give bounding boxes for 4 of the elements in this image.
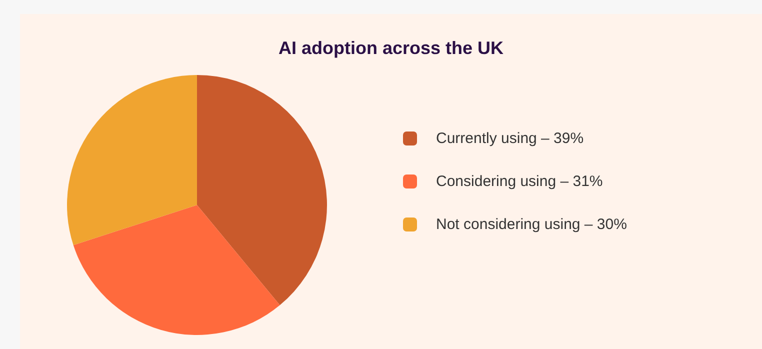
legend-label: Not considering using – 30% <box>436 216 627 233</box>
legend-label: Considering using – 31% <box>436 173 603 190</box>
legend-label: Currently using – 39% <box>436 130 584 147</box>
chart-title: AI adoption across the UK <box>278 38 504 58</box>
